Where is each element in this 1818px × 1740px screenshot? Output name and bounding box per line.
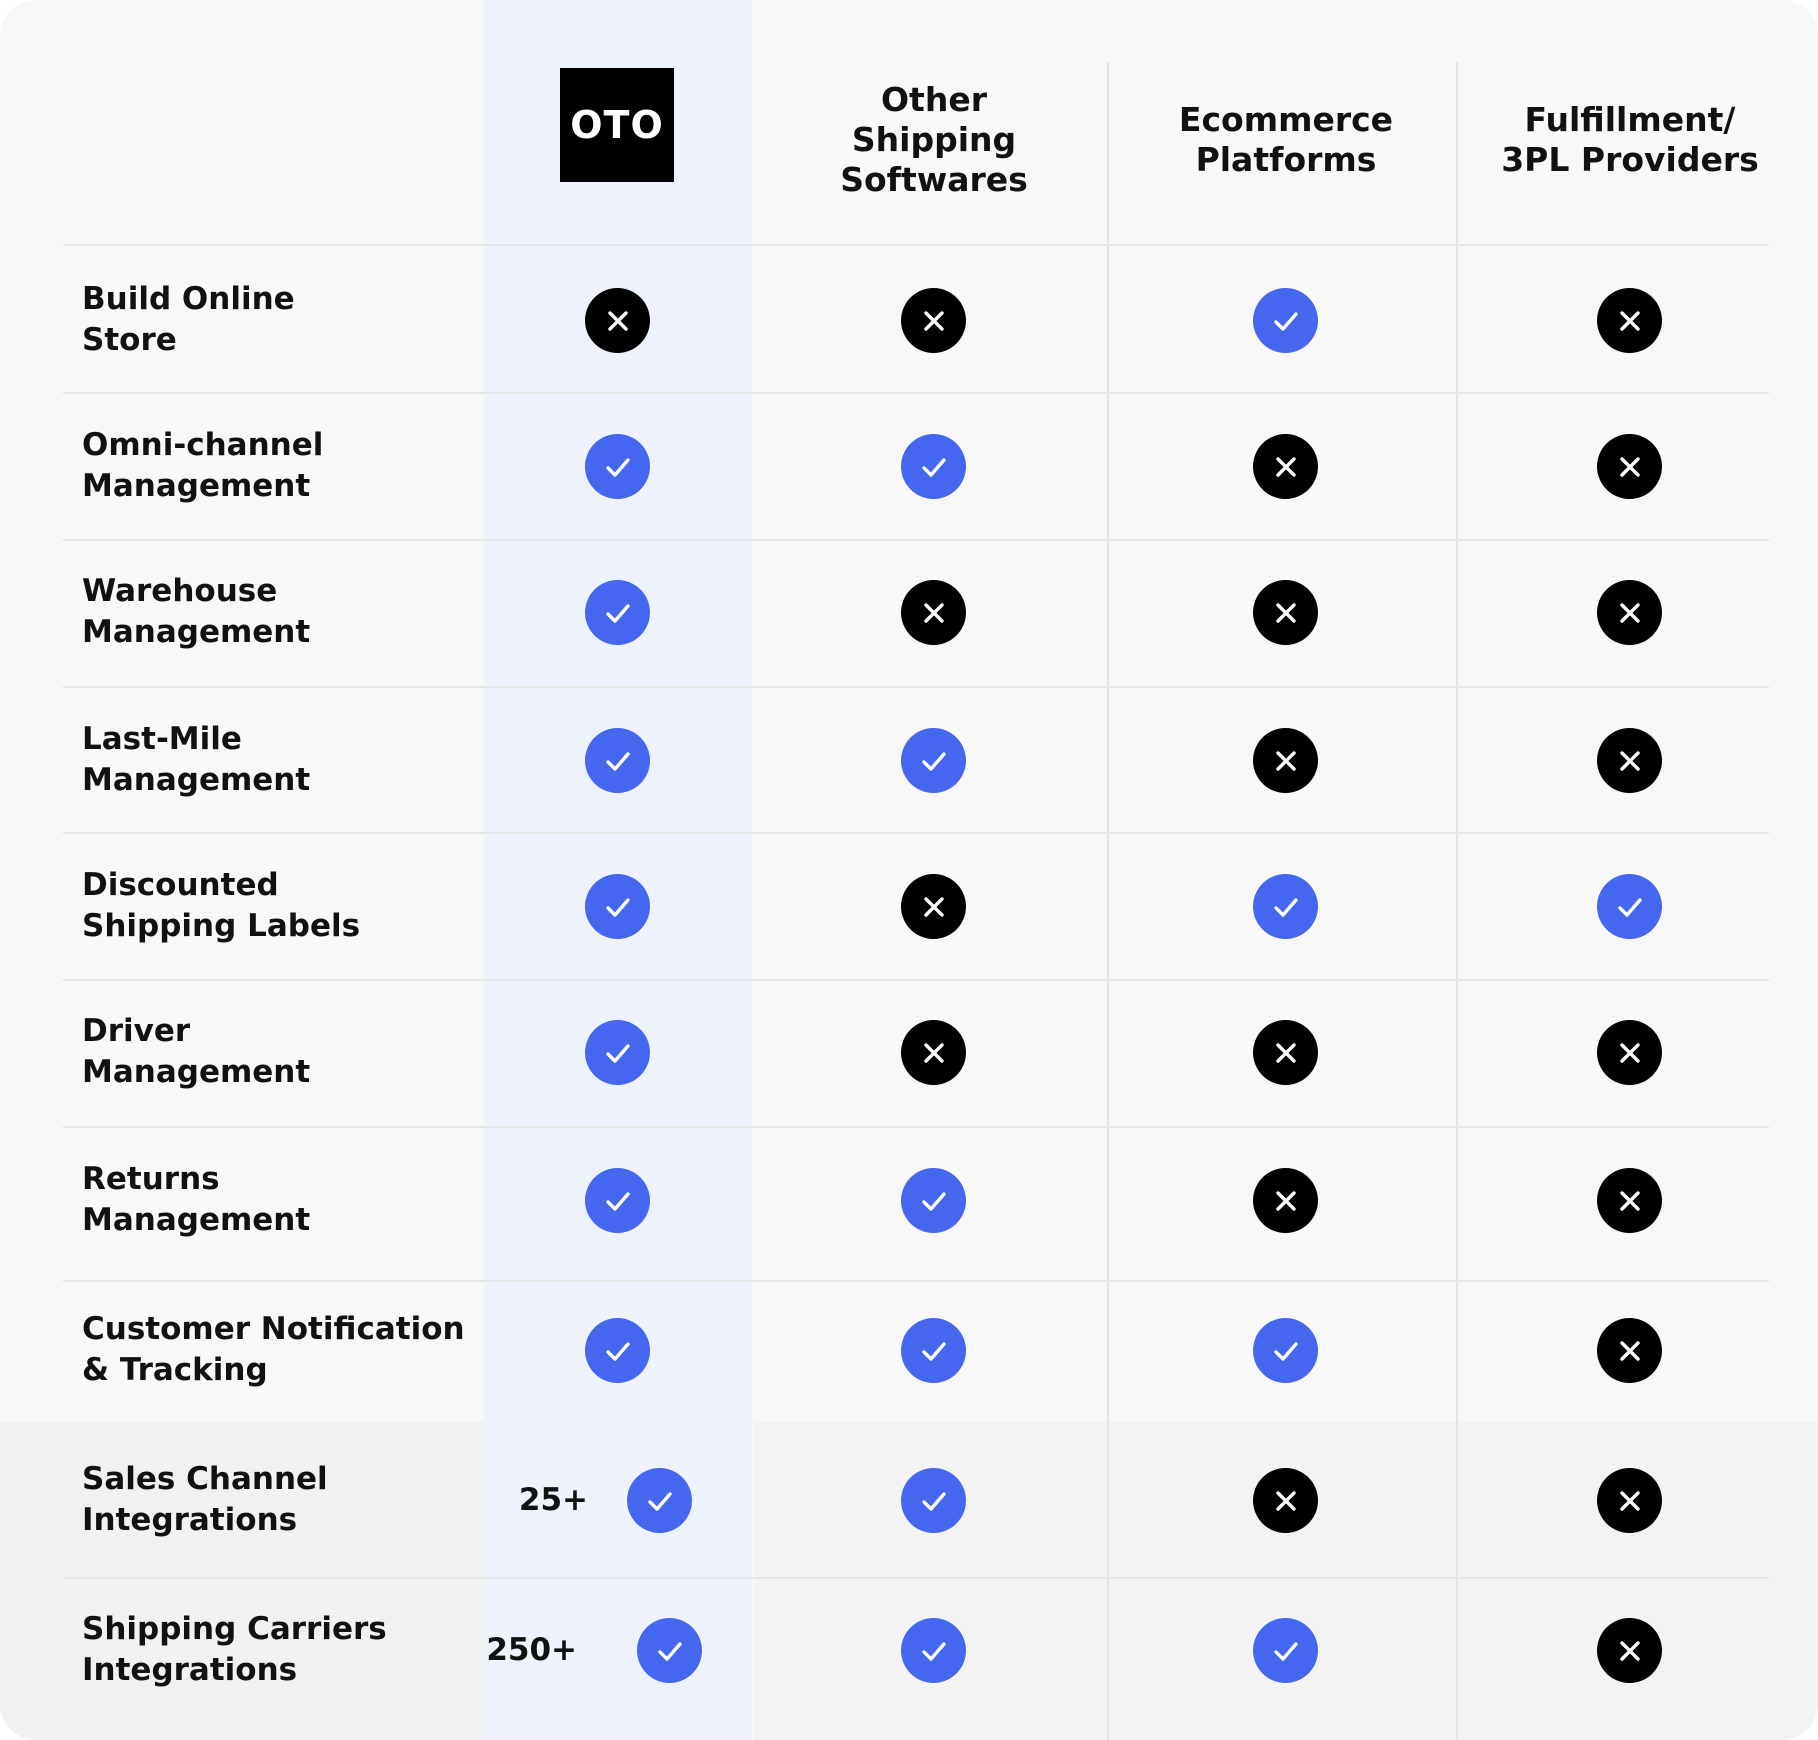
x-circle-icon [585, 288, 650, 353]
check-circle-icon [585, 434, 650, 499]
x-circle-icon [1597, 1168, 1662, 1233]
check-circle-icon [1253, 874, 1318, 939]
row-label: Sales Channel Integrations [82, 1459, 482, 1541]
row-label-line: Shipping Labels [82, 908, 361, 944]
check-circle-icon [585, 580, 650, 645]
column-header-ecommerce: Ecommerce Platforms [1178, 100, 1394, 179]
check-circle-icon [637, 1618, 702, 1683]
x-circle-icon [1253, 1468, 1318, 1533]
row-divider [63, 979, 1769, 981]
row-label: Shipping Carriers Integrations [82, 1609, 482, 1691]
row-divider [63, 1126, 1769, 1128]
row-label-line: Shipping Carriers [82, 1611, 387, 1647]
x-circle-icon [1597, 434, 1662, 499]
check-circle-icon [901, 1618, 966, 1683]
row-label-line: Sales Channel [82, 1461, 328, 1497]
row-label-line: & Tracking [82, 1352, 268, 1388]
row-label-line: Build Online [82, 281, 295, 317]
row-divider [63, 1577, 1769, 1579]
x-circle-icon [1253, 728, 1318, 793]
row-label-line: Management [82, 468, 311, 504]
check-circle-icon [1253, 1618, 1318, 1683]
row-label-line: Customer Notification [82, 1311, 465, 1347]
x-circle-icon [1597, 728, 1662, 793]
check-circle-icon [585, 1168, 650, 1233]
check-circle-icon [1253, 288, 1318, 353]
row-divider [63, 686, 1769, 688]
row-label-line: Discounted [82, 867, 279, 903]
x-circle-icon [901, 1020, 966, 1085]
oto-column-highlight [484, 0, 752, 1740]
check-circle-icon [901, 434, 966, 499]
row-label-line: Warehouse [82, 573, 278, 609]
check-circle-icon [585, 874, 650, 939]
check-circle-icon [901, 728, 966, 793]
row-label: Warehouse Management [82, 571, 482, 653]
check-circle-icon [627, 1468, 692, 1533]
column-header-fulfillment: Fulfillment/ 3PL Providers [1501, 100, 1759, 179]
check-circle-icon [1597, 874, 1662, 939]
check-circle-icon [901, 1318, 966, 1383]
x-circle-icon [901, 874, 966, 939]
integration-count: 250+ [486, 1632, 577, 1668]
x-circle-icon [1253, 580, 1318, 645]
x-circle-icon [1253, 1020, 1318, 1085]
row-label-line: Omni-channel [82, 427, 324, 463]
x-circle-icon [1253, 1168, 1318, 1233]
row-label: Returns Management [82, 1159, 482, 1241]
integration-count: 25+ [518, 1482, 588, 1518]
row-label: Omni-channel Management [82, 425, 482, 507]
column-divider [1107, 62, 1109, 1740]
x-circle-icon [1253, 434, 1318, 499]
row-divider [63, 832, 1769, 834]
check-circle-icon [585, 1020, 650, 1085]
integrations-shade-left [0, 1422, 484, 1740]
row-divider [63, 539, 1769, 541]
column-divider [1456, 62, 1458, 1740]
row-divider [63, 244, 1769, 246]
row-label-line: Last-Mile [82, 721, 242, 757]
row-divider [63, 1280, 1769, 1282]
x-circle-icon [1597, 288, 1662, 353]
row-divider [63, 392, 1769, 394]
check-circle-icon [585, 1318, 650, 1383]
x-circle-icon [1597, 1468, 1662, 1533]
x-circle-icon [1597, 1618, 1662, 1683]
x-circle-icon [901, 288, 966, 353]
column-header-other-shipping: Other Shipping Softwares [840, 80, 1028, 199]
row-label-line: Driver [82, 1013, 191, 1049]
row-label-line: Integrations [82, 1652, 298, 1688]
row-label: Last-Mile Management [82, 719, 482, 801]
x-circle-icon [1597, 1020, 1662, 1085]
row-label-line: Management [82, 762, 311, 798]
row-label-line: Returns [82, 1161, 220, 1197]
row-label: Driver Management [82, 1011, 482, 1093]
oto-logo: OTO [560, 68, 674, 182]
row-label: Discounted Shipping Labels [82, 865, 482, 947]
x-circle-icon [1597, 1318, 1662, 1383]
row-label-line: Store [82, 322, 177, 358]
row-label-line: Management [82, 614, 311, 650]
check-circle-icon [901, 1168, 966, 1233]
row-label-line: Management [82, 1054, 311, 1090]
row-label-line: Integrations [82, 1502, 298, 1538]
check-circle-icon [585, 728, 650, 793]
x-circle-icon [1597, 580, 1662, 645]
check-circle-icon [1253, 1318, 1318, 1383]
row-label: Customer Notification & Tracking [82, 1309, 482, 1391]
check-circle-icon [901, 1468, 966, 1533]
row-label-line: Management [82, 1202, 311, 1238]
x-circle-icon [901, 580, 966, 645]
row-label: Build Online Store [82, 279, 482, 361]
